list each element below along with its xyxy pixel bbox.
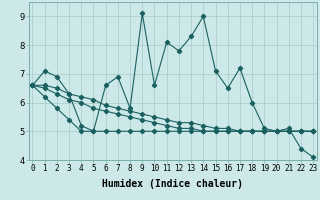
X-axis label: Humidex (Indice chaleur): Humidex (Indice chaleur) xyxy=(102,179,243,189)
